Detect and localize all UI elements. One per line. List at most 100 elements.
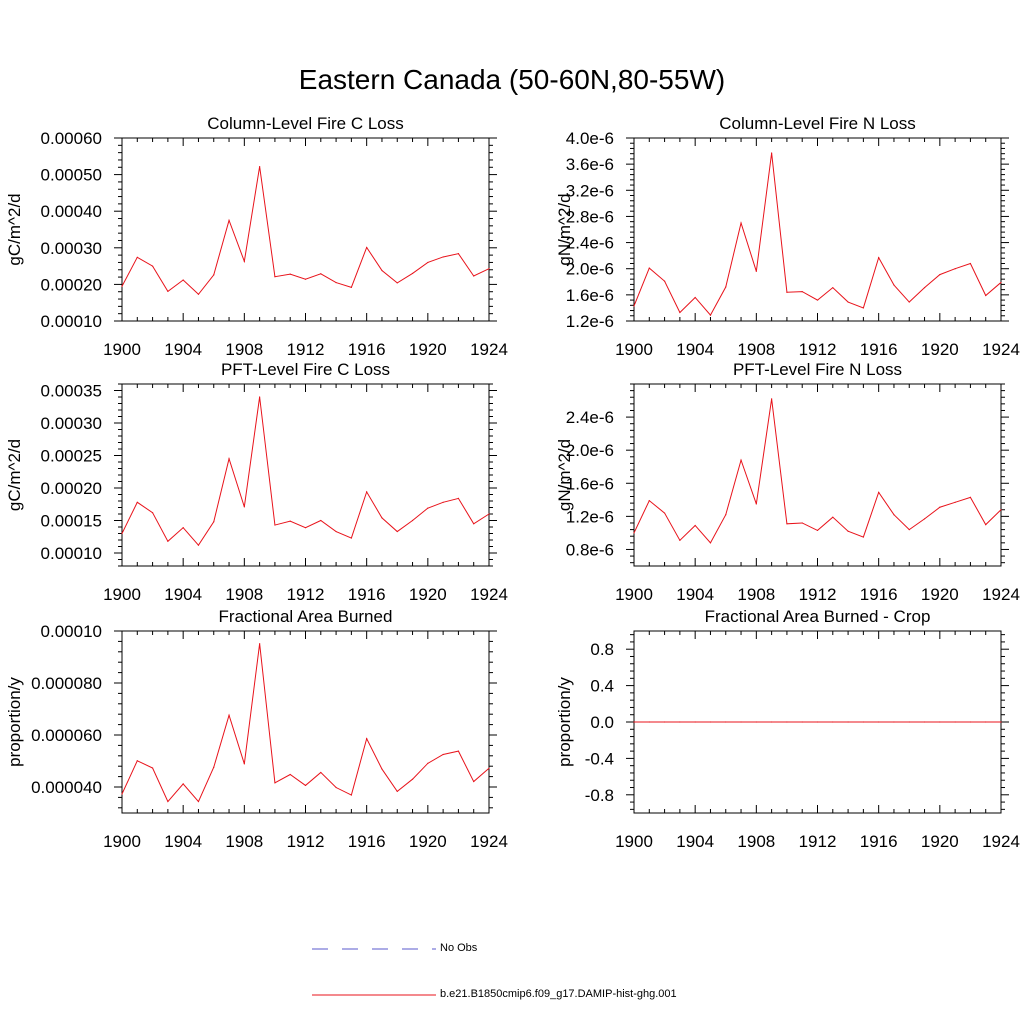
chart-panel-1: 1900 1904 1908 1912 1916 1920 1924 0.00010 0.000… [5,114,508,359]
data-point [243,763,245,765]
y-tick-label: 0.00035 [41,382,102,401]
data-point [335,530,337,533]
y-tick-label: -0.8 [585,786,614,805]
y-tick-label: 0.000060 [31,726,102,745]
panel-title: Fractional Area Burned [219,607,393,626]
data-point [786,291,788,293]
data-point [151,512,154,514]
x-tick-label: 1924 [982,340,1020,359]
data-point [213,766,215,768]
data-point [648,500,650,502]
data-point [259,396,261,398]
x-tick-label: 1912 [799,585,837,604]
data-point [786,523,788,525]
x-tick-label: 1908 [225,832,263,851]
data-point [878,721,880,723]
chart-panel-2: 1900 1904 1908 1912 1916 1920 1924 1.2e-6 1.6e-6… [555,114,1020,359]
x-tick-label: 1908 [737,340,775,359]
data-point [985,524,987,526]
data-point [923,287,926,289]
chart-panel-5: 1900 1904 1908 1912 1916 1920 1924 0.000040 0.00… [5,607,508,851]
data-point [442,753,444,756]
data-point [954,268,956,270]
x-tick-label: 1900 [103,340,141,359]
x-tick-label: 1904 [676,585,714,604]
y-axis-label: gN/m^2/d [555,439,574,511]
data-point [488,513,490,515]
data-point [320,771,322,774]
data-point [633,721,635,723]
data-point [274,524,276,526]
x-tick-label: 1920 [921,585,959,604]
data-point [663,721,666,723]
x-tick-label: 1920 [409,340,447,359]
data-point [151,767,154,769]
x-tick-label: 1920 [409,832,447,851]
data-point [633,305,635,307]
data-point [335,281,337,284]
data-point [442,256,444,258]
data-point [694,721,696,723]
data-point [878,491,880,493]
y-axis-label: gC/m^2/d [5,193,24,265]
data-point [411,272,414,275]
x-tick-label: 1912 [287,340,325,359]
data-point [801,721,803,723]
x-tick-label: 1916 [348,832,386,851]
data-point [182,783,184,785]
y-tick-label: 0.00020 [41,479,102,498]
chart-panel-6: 1900 1904 1908 1912 1916 1920 1924 -0.8 -0.4 0.0 0… [555,607,1020,851]
data-point [259,165,261,168]
data-point [709,721,712,723]
data-point [663,280,666,282]
data-point [679,539,681,541]
data-point [969,262,972,265]
data-point [136,256,138,258]
data-point [304,784,307,787]
data-point [1000,281,1002,284]
data-point [213,521,215,523]
panel-title: Column-Level Fire C Loss [207,114,404,133]
x-tick-label: 1916 [860,832,898,851]
y-tick-label: 0.00030 [41,414,102,433]
y-tick-label: 2.4e-6 [566,234,614,253]
data-point [243,260,245,262]
y-axis-label: proportion/y [5,677,24,767]
y-tick-label: 2.4e-6 [566,408,614,427]
y-tick-label: 0.00040 [41,202,102,221]
data-point [167,800,169,803]
data-point [473,523,475,525]
x-tick-label: 1904 [676,832,714,851]
data-point [457,253,460,255]
data-point [832,516,834,518]
data-point [197,544,200,546]
data-point [893,721,895,723]
data-point [381,768,383,770]
y-tick-label: 4.0e-6 [566,129,614,148]
data-point [182,527,184,529]
data-point [985,721,987,723]
data-point [862,536,864,538]
data-point [167,290,169,292]
data-point [381,269,383,272]
y-tick-label: 2.8e-6 [566,207,614,226]
y-tick-label: 0.00010 [41,312,102,331]
legend-run-label: b.e21.B1850cmip6.f09_g17.DAMIP-hist-ghg.… [440,988,677,1000]
x-tick-label: 1904 [164,340,202,359]
data-point [679,311,681,314]
data-point [679,721,681,723]
chart-panel-4: 1900 1904 1908 1912 1916 1920 1924 0.8e-6 1.2e-6… [555,360,1020,604]
data-point [411,778,414,780]
y-tick-label: 2.0e-6 [566,260,614,279]
y-tick-label: 0.00010 [41,622,102,641]
data-point [816,529,819,532]
data-point [939,721,941,723]
data-point [304,278,307,280]
data-point [740,721,742,723]
data-point [289,773,291,776]
y-axis-label: gC/m^2/d [5,439,24,511]
data-point [457,750,460,752]
